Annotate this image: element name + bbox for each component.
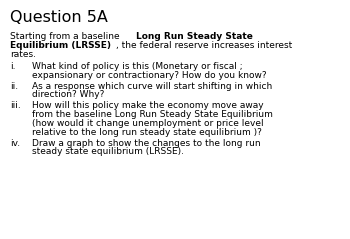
Text: relative to the long run steady state equilibrium )?: relative to the long run steady state eq… (32, 128, 262, 137)
Text: What kind of policy is this (Monetary or fiscal ;: What kind of policy is this (Monetary or… (32, 62, 243, 71)
Text: Draw a graph to show the changes to the long run: Draw a graph to show the changes to the … (32, 139, 261, 148)
Text: i.: i. (10, 62, 15, 71)
Text: , the federal reserve increases interest: , the federal reserve increases interest (116, 41, 293, 50)
Text: Starting from a baseline: Starting from a baseline (10, 32, 122, 41)
Text: ii.: ii. (10, 81, 18, 91)
Text: iii.: iii. (10, 101, 21, 110)
Text: How will this policy make the economy move away: How will this policy make the economy mo… (32, 101, 264, 110)
Text: iv.: iv. (10, 139, 20, 148)
Text: steady state equilibrium (LRSSE).: steady state equilibrium (LRSSE). (32, 147, 184, 156)
Text: rates.: rates. (10, 49, 36, 59)
Text: Equilibrium (LRSSE): Equilibrium (LRSSE) (10, 41, 111, 50)
Text: (how would it change unemployment or price level: (how would it change unemployment or pri… (32, 119, 264, 128)
Text: direction? Why?: direction? Why? (32, 90, 104, 99)
Text: from the baseline Long Run Steady State Equilibrium: from the baseline Long Run Steady State … (32, 110, 273, 119)
Text: As a response which curve will start shifting in which: As a response which curve will start shi… (32, 81, 272, 91)
Text: Long Run Steady State: Long Run Steady State (136, 32, 253, 41)
Text: expansionary or contractionary? How do you know?: expansionary or contractionary? How do y… (32, 71, 267, 80)
Text: Question 5A: Question 5A (10, 10, 108, 25)
